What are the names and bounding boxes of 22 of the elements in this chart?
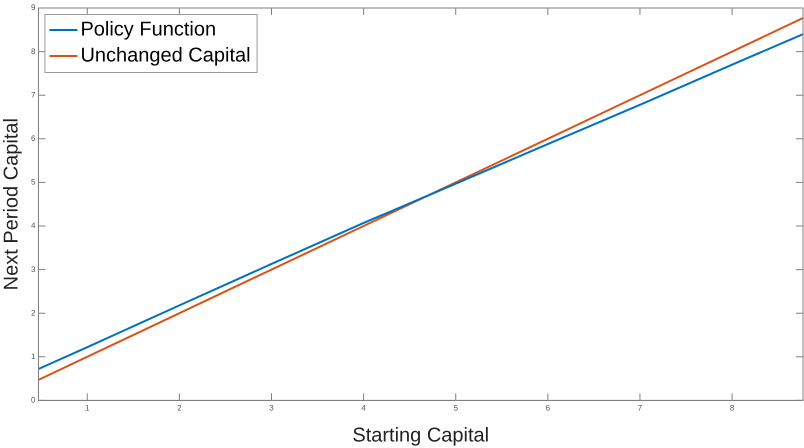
y-tick-label: 4 [30,221,36,230]
x-tick-label: 3 [269,403,274,412]
y-tick-label: 8 [30,46,36,56]
legend-label: Policy Function [80,18,216,41]
y-tick-label: 2 [30,308,36,318]
y-tick-label: 1 [30,352,36,362]
x-tick-label: 8 [730,403,735,412]
x-tick-label: 1 [85,403,90,412]
y-tick-label: 5 [30,178,36,187]
y-tick-label: 9 [30,3,36,12]
legend-label: Unchanged Capital [80,44,251,67]
y-tick-label: 7 [30,90,36,100]
x-tick-label: 7 [638,403,643,412]
x-tick-label: 6 [546,403,551,412]
y-tick-label: 0 [30,396,36,405]
y-axis-title: Next Period Capital [0,118,23,290]
x-tick-label: 2 [177,403,182,412]
x-axis-title: Starting Capital [352,424,490,447]
x-tick-label: 4 [361,403,366,412]
y-tick-label: 3 [30,264,36,274]
y-tick-label: 6 [30,134,36,144]
x-tick-label: 5 [454,403,458,412]
